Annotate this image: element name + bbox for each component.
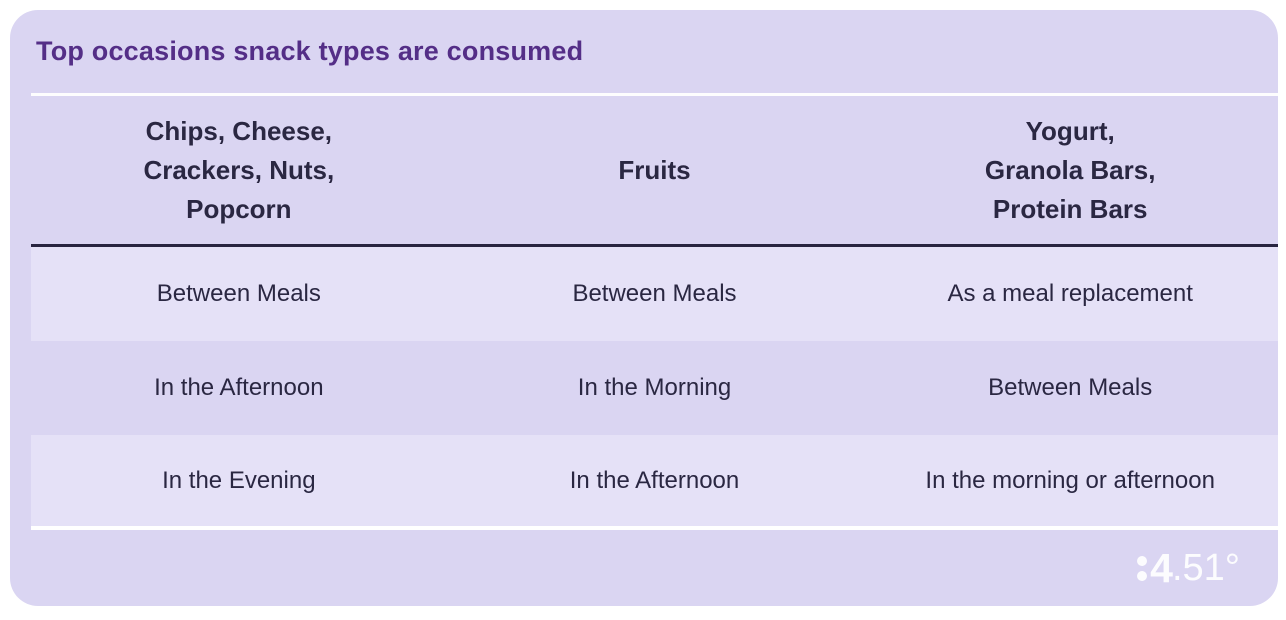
table-row: Between Meals Between Meals As a meal re… — [31, 247, 1278, 341]
table-cell: In the Morning — [577, 374, 732, 401]
table-cell: Between Meals — [156, 280, 321, 307]
table-cell: Between Meals — [572, 280, 737, 307]
table-bottom-divider — [31, 526, 1278, 530]
table-cell: Between Meals — [988, 374, 1153, 401]
column-header-fruits: Fruits — [447, 151, 863, 190]
footer: 4 .51° — [10, 530, 1278, 606]
table-header-row: Chips, Cheese, Crackers, Nuts, Popcorn F… — [31, 96, 1278, 244]
8451-logo: 4 .51° — [1137, 544, 1240, 591]
header-line: Chips, Cheese, — [145, 115, 333, 146]
logo-four: 4 — [1150, 544, 1173, 591]
table-cell: In the Afternoon — [569, 466, 740, 494]
header-line: Popcorn — [186, 193, 292, 224]
table-cell: In the Afternoon — [154, 374, 324, 401]
snack-occasions-card: Top occasions snack types are consumed C… — [10, 10, 1278, 606]
header-line: Yogurt, — [1025, 115, 1115, 146]
table-row: In the Evening In the Afternoon In the m… — [31, 435, 1278, 526]
logo-rest: .51° — [1171, 547, 1240, 589]
table-row: In the Afternoon In the Morning Between … — [31, 341, 1278, 435]
table-cell: In the morning or afternoon — [925, 466, 1215, 494]
header-line: Fruits — [618, 154, 691, 185]
column-header-yogurt-granola-protein-bars: Yogurt, Granola Bars, Protein Bars — [862, 112, 1278, 229]
table-cell: As a meal replacement — [947, 280, 1193, 307]
logo-eight-dots-icon — [1137, 555, 1148, 581]
header-line: Granola Bars, — [984, 154, 1156, 185]
column-header-chips-cheese-crackers-nuts-popcorn: Chips, Cheese, Crackers, Nuts, Popcorn — [31, 112, 447, 229]
title-bar: Top occasions snack types are consumed — [10, 10, 1278, 93]
page-title: Top occasions snack types are consumed — [36, 36, 584, 66]
header-line: Protein Bars — [992, 193, 1148, 224]
title-divider — [31, 93, 1278, 96]
table-cell: In the Evening — [162, 466, 316, 494]
header-divider — [31, 244, 1278, 247]
header-line: Crackers, Nuts, — [143, 154, 335, 185]
